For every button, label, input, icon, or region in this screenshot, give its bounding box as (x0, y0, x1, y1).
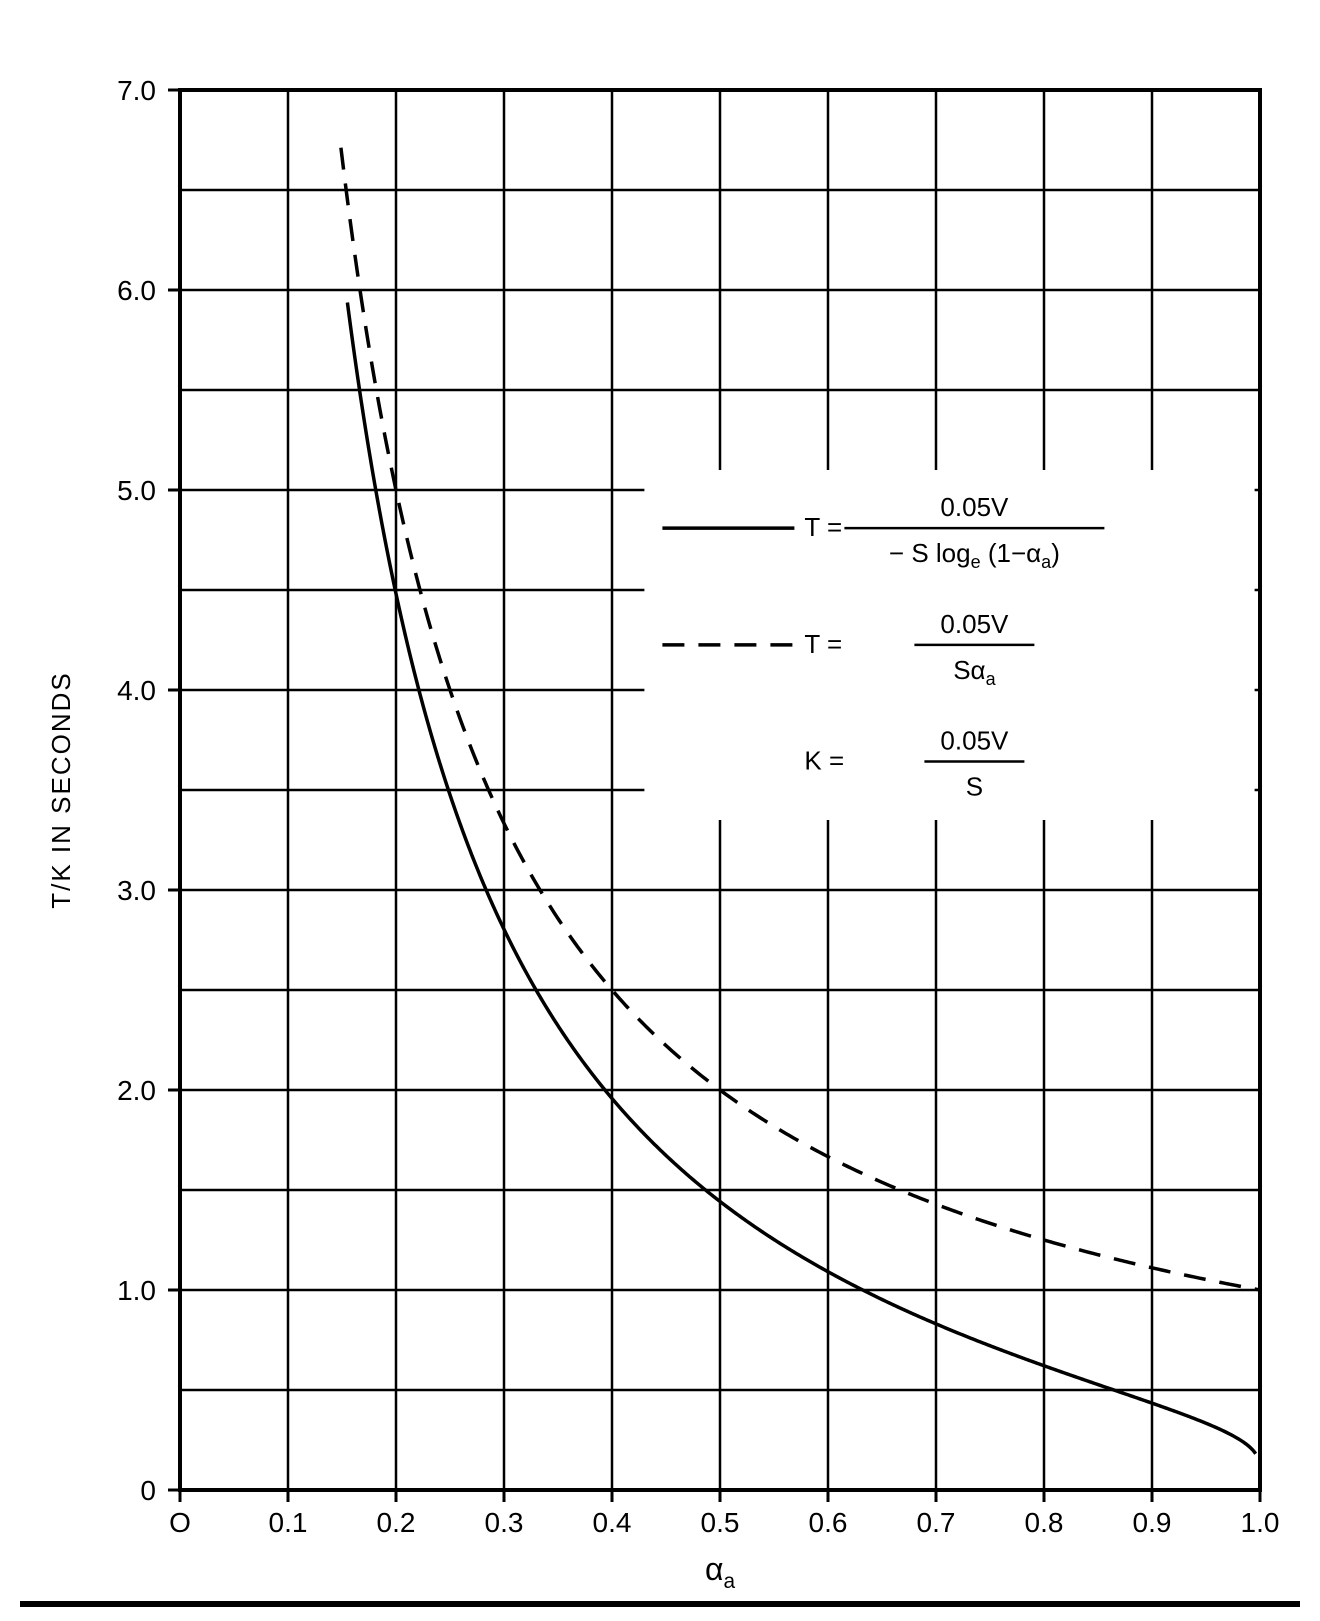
legend-lhs: T = (804, 512, 842, 542)
svg-text:6.0: 6.0 (117, 275, 156, 306)
svg-text:0.4: 0.4 (593, 1507, 632, 1538)
legend-numerator: 0.05V (940, 726, 1009, 756)
svg-text:0.6: 0.6 (809, 1507, 848, 1538)
svg-text:7.0: 7.0 (117, 75, 156, 106)
legend-numerator: 0.05V (940, 492, 1009, 522)
chart-container: O 0.1 0.2 0.3 0.4 0.5 0.6 0.7 0.8 0.9 1.0 0 1.0 2.0 3.… (0, 0, 1320, 1621)
svg-text:0.2: 0.2 (377, 1507, 416, 1538)
svg-text:O: O (169, 1507, 191, 1538)
svg-text:1.0: 1.0 (117, 1275, 156, 1306)
svg-text:0.5: 0.5 (701, 1507, 740, 1538)
legend-lhs: T = (804, 629, 842, 659)
legend-numerator: 0.05V (940, 609, 1009, 639)
svg-text:0.8: 0.8 (1025, 1507, 1064, 1538)
svg-text:3.0: 3.0 (117, 875, 156, 906)
svg-text:5.0: 5.0 (117, 475, 156, 506)
svg-text:2.0: 2.0 (117, 1075, 156, 1106)
svg-text:0: 0 (140, 1475, 156, 1506)
y-axis-label: T/K IN SECONDS (46, 671, 76, 908)
svg-text:1.0: 1.0 (1241, 1507, 1280, 1538)
svg-text:4.0: 4.0 (117, 675, 156, 706)
legend-denominator: S (966, 772, 983, 802)
svg-text:0.7: 0.7 (917, 1507, 956, 1538)
svg-text:0.9: 0.9 (1133, 1507, 1172, 1538)
legend-lhs: K = (804, 746, 844, 776)
svg-text:0.3: 0.3 (485, 1507, 524, 1538)
svg-text:0.1: 0.1 (269, 1507, 308, 1538)
